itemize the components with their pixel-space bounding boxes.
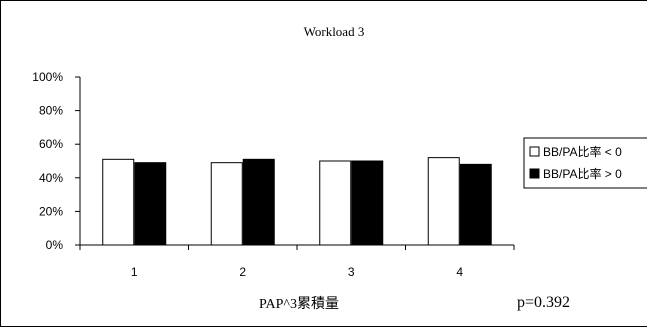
bar-series-1-category-3 — [319, 160, 352, 246]
x-axis: 1 2 3 4 — [79, 244, 515, 279]
bars — [102, 157, 492, 246]
bar-series-1-category-1 — [102, 158, 135, 246]
legend-label: BB/PA比率 > 0 — [543, 166, 622, 181]
legend-label: BB/PA比率 < 0 — [543, 144, 622, 159]
bar-series-2-category-4 — [459, 163, 492, 246]
y-tick-label: 80% — [39, 104, 63, 118]
y-tick-label: 60% — [39, 137, 63, 151]
x-tick-label: 4 — [456, 265, 463, 279]
y-tick-label: 40% — [39, 171, 63, 185]
y-tick-label: 20% — [39, 204, 63, 218]
chart-title: Workload 3 — [304, 24, 365, 39]
bar-series-2-category-3 — [351, 160, 384, 246]
bar-series-1-category-4 — [427, 157, 460, 246]
x-tick-label: 3 — [348, 265, 355, 279]
bar-series-2-category-2 — [242, 158, 275, 246]
y-tick-label: 100% — [32, 70, 63, 84]
legend-swatch — [529, 146, 540, 157]
x-tick-label: 2 — [239, 265, 246, 279]
legend: BB/PA比率 < 0 BB/PA比率 > 0 — [523, 137, 647, 189]
p-value-annotation: p=0.392 — [517, 294, 570, 311]
y-axis: 0% 20% 40% 60% 80% 100% — [32, 70, 81, 252]
x-tick-label: 1 — [131, 265, 138, 279]
legend-box — [523, 137, 647, 189]
bar-series-2-category-1 — [134, 162, 167, 246]
x-axis-label: PAP^3累積量 — [259, 296, 339, 312]
bar-series-1-category-2 — [210, 162, 243, 246]
y-tick-label: 0% — [46, 238, 64, 252]
legend-swatch — [529, 168, 540, 179]
